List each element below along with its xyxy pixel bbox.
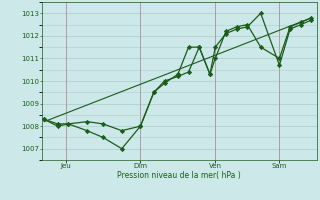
X-axis label: Pression niveau de la mer( hPa ): Pression niveau de la mer( hPa ) xyxy=(117,171,241,180)
